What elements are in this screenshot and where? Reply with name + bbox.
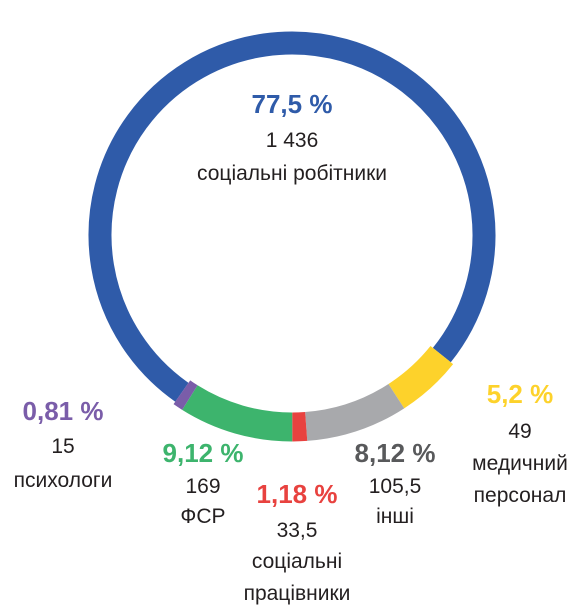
category-label: ФСР [180,505,225,528]
donut-segment [388,345,454,409]
donut-segment [88,31,496,402]
category-label: соціальні [252,550,342,573]
donut-segment [173,380,198,410]
category-label: інші [376,505,414,528]
percent-label: 8,12 % [355,438,436,468]
category-label: психологи [14,469,113,492]
count-label: 105,5 [369,475,422,498]
category-label: персонал [474,484,567,507]
count-label: 169 [185,475,220,498]
category-label: соціальні робітники [197,162,387,185]
count-label: 1 436 [266,129,319,152]
percent-label: 77,5 % [252,89,333,119]
donut-segment [182,385,293,442]
count-label: 15 [51,435,74,458]
donut-segment [304,383,405,441]
category-label: медичний [472,452,568,475]
category-label: працівники [244,582,351,605]
donut-segment [292,412,308,442]
percent-label: 0,81 % [23,396,104,426]
count-label: 33,5 [277,519,318,542]
count-label: 49 [508,420,531,443]
percent-label: 5,2 % [487,379,554,409]
percent-label: 1,18 % [257,479,338,509]
percent-label: 9,12 % [163,438,244,468]
